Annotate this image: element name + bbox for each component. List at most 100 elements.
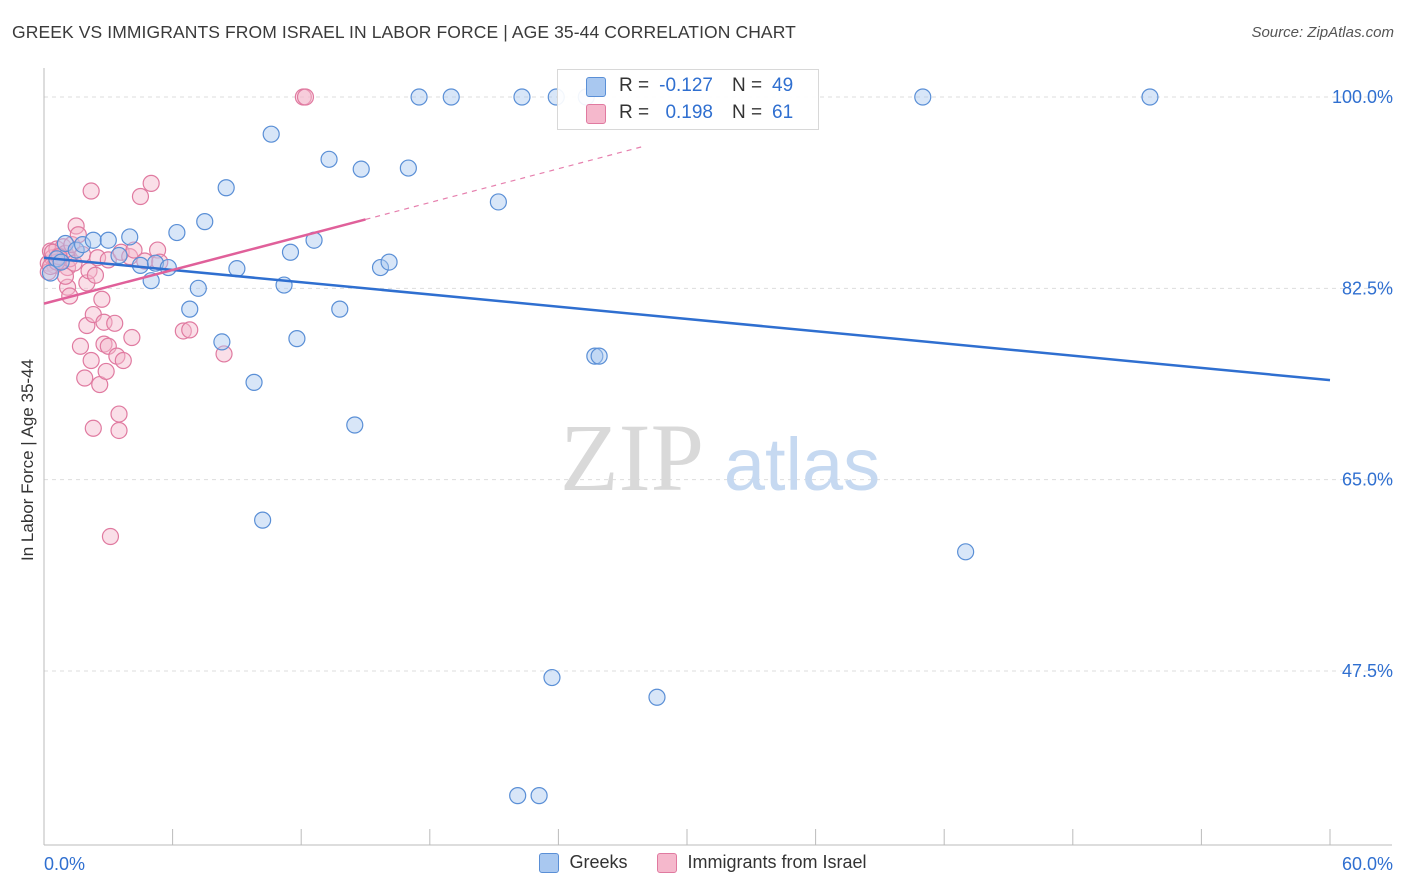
point-israel	[174, 322, 192, 340]
point-greeks	[410, 88, 428, 106]
point-israel	[123, 328, 141, 347]
y-tick-label: 47.5%	[1342, 661, 1393, 681]
x-tick-label: 60.0%	[1342, 854, 1393, 874]
point-greeks	[254, 511, 272, 529]
source-credit: Source: ZipAtlas.com	[1251, 24, 1394, 41]
point-israel	[82, 351, 100, 370]
point-greeks	[442, 88, 460, 106]
point-greeks	[513, 88, 531, 106]
point-israel	[93, 290, 111, 308]
point-greeks	[245, 373, 263, 391]
point-israel	[131, 187, 150, 206]
point-greeks	[73, 236, 92, 254]
point-israel	[114, 351, 132, 370]
point-greeks	[281, 243, 300, 261]
series-greeks	[41, 88, 1159, 805]
stats-r-label-greeks: R =	[619, 75, 650, 96]
point-greeks	[530, 787, 548, 805]
point-israel	[78, 316, 96, 335]
point-greeks	[121, 228, 139, 246]
legend-label-greeks: Greeks	[569, 852, 628, 872]
point-greeks	[509, 787, 527, 805]
axes	[43, 68, 1392, 846]
stats-swatch-greeks	[586, 77, 606, 97]
point-greeks	[41, 264, 60, 282]
point-israel	[142, 174, 160, 192]
legend-label-israel: Immigrants from Israel	[687, 852, 867, 872]
point-greeks	[489, 193, 507, 211]
point-greeks	[590, 347, 608, 365]
stats-n-label-israel: N =	[732, 102, 763, 123]
point-greeks	[380, 253, 398, 271]
point-israel	[84, 419, 102, 437]
point-greeks	[957, 543, 975, 561]
y-tick-label: 65.0%	[1342, 470, 1393, 490]
point-greeks	[168, 223, 186, 242]
grid-lines	[44, 96, 1392, 672]
trend-lines	[43, 145, 1331, 382]
trend-line-israel	[43, 218, 366, 305]
point-greeks	[213, 333, 231, 351]
point-israel	[101, 527, 120, 546]
watermark-atlas: atlas	[724, 423, 880, 506]
point-israel	[82, 182, 100, 200]
axis-ticks: 47.5% 65.0% 82.5% 100.0% 0.0% 60.0%	[43, 87, 1393, 874]
point-greeks	[181, 300, 199, 318]
trend-line-israel-extension	[365, 145, 645, 221]
point-greeks	[52, 253, 70, 271]
stats-n-value-greeks: 49	[772, 75, 794, 96]
point-greeks	[320, 150, 338, 168]
x-tick-label: 0.0%	[44, 854, 85, 874]
watermark: ZIP atlas	[560, 404, 880, 511]
stats-swatch-israel	[586, 104, 606, 124]
point-israel	[296, 88, 315, 106]
watermark-zip: ZIP	[560, 404, 704, 511]
stats-r-value-greeks: -0.127	[659, 75, 713, 96]
point-greeks	[586, 347, 604, 365]
y-tick-label: 100.0%	[1332, 87, 1393, 107]
stats-legend: R = -0.127 N = 49 R = 0.198 N = 61	[557, 69, 819, 130]
point-greeks	[648, 688, 666, 706]
point-greeks	[371, 258, 390, 277]
trend-line-greeks	[43, 256, 1331, 382]
legend-item-israel[interactable]: Immigrants from Israel	[657, 852, 867, 873]
point-israel	[106, 314, 124, 332]
legend-swatch-greeks	[539, 852, 560, 873]
point-israel	[86, 266, 105, 284]
y-tick-label: 82.5%	[1342, 278, 1393, 298]
point-greeks	[228, 260, 246, 278]
point-greeks	[543, 668, 561, 687]
point-greeks	[110, 246, 128, 265]
point-israel	[181, 321, 199, 339]
point-israel	[56, 267, 75, 285]
point-greeks	[1141, 88, 1159, 106]
point-greeks	[262, 125, 280, 143]
stats-r-label-israel: R =	[619, 102, 650, 123]
chart-title: GREEK VS IMMIGRANTS FROM ISRAEL IN LABOR…	[12, 22, 796, 42]
point-greeks	[331, 300, 349, 318]
point-greeks	[346, 416, 364, 434]
point-greeks	[399, 159, 417, 177]
point-israel	[125, 241, 143, 259]
point-greeks	[217, 179, 235, 197]
point-greeks	[99, 231, 117, 249]
legend-swatch-israel	[657, 852, 678, 873]
point-greeks	[196, 213, 214, 231]
point-israel	[110, 421, 128, 440]
point-greeks	[352, 160, 370, 178]
series-immigrants-from-israel	[39, 88, 315, 546]
point-israel	[76, 369, 94, 387]
legend-item-greeks[interactable]: Greeks	[539, 852, 627, 873]
point-greeks	[288, 330, 306, 348]
bottom-legend: Greeks Immigrants from Israel	[0, 852, 1406, 873]
point-greeks	[189, 279, 207, 297]
point-greeks	[56, 234, 75, 253]
point-israel	[71, 337, 90, 355]
stats-n-label-greeks: N =	[732, 75, 763, 96]
point-israel	[110, 405, 128, 423]
stats-n-value-israel: 61	[772, 102, 794, 123]
stats-r-value-israel: 0.198	[665, 102, 713, 123]
point-greeks	[914, 88, 932, 106]
point-greeks	[84, 231, 102, 249]
